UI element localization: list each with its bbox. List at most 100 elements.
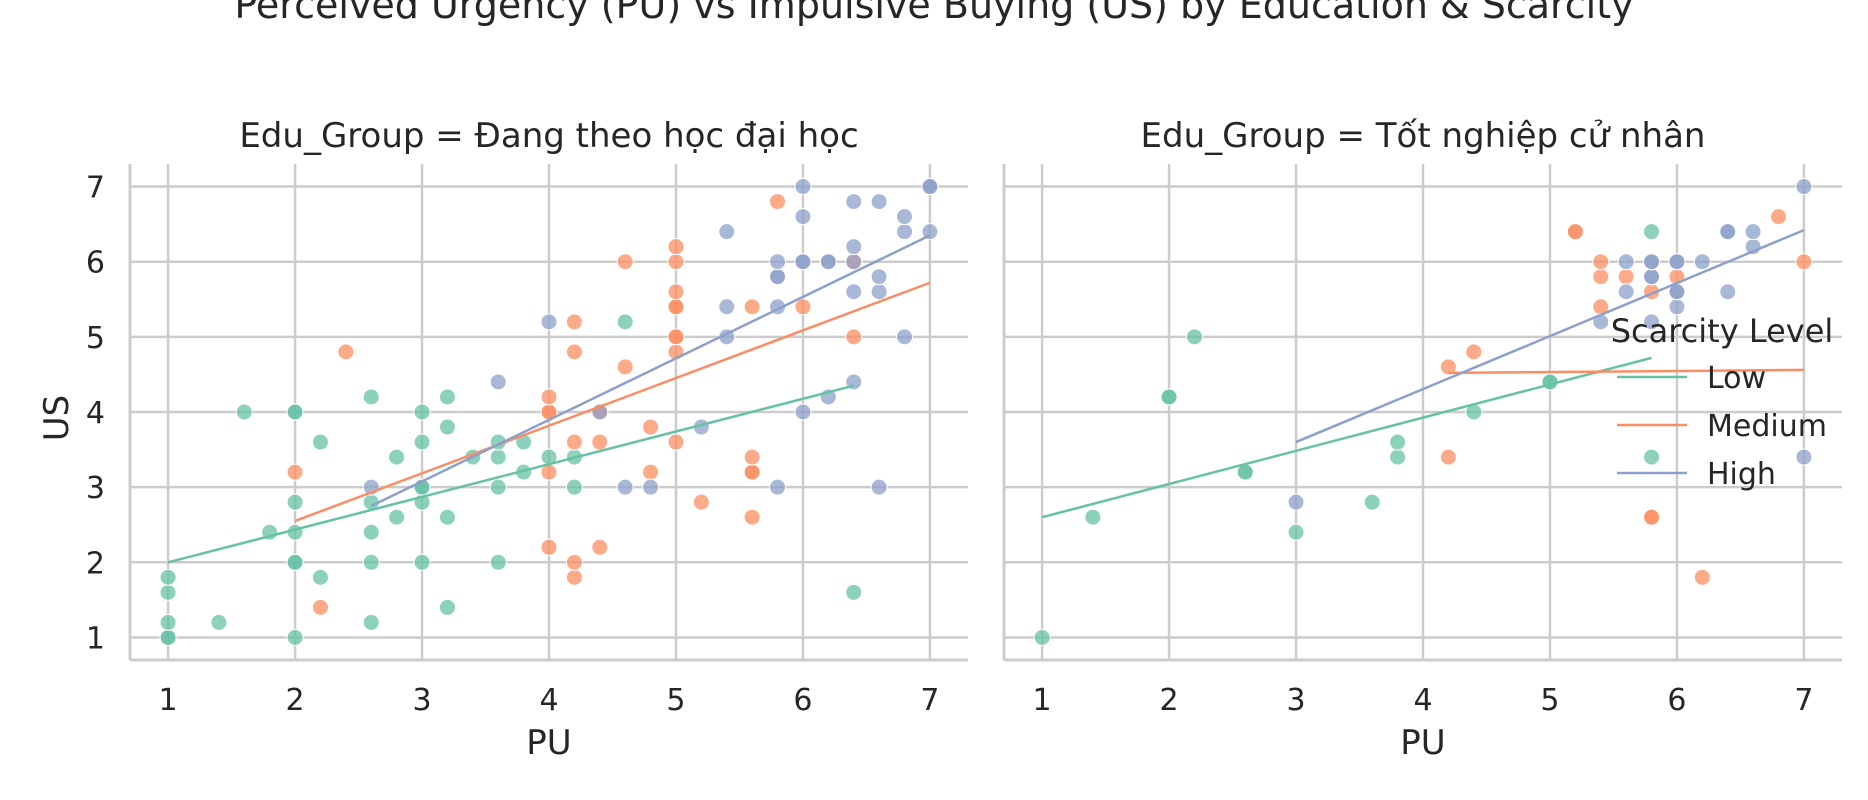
point-high [845,238,863,256]
x-tick-label: 1 [159,683,178,718]
panel-right: Edu_Group = Tốt nghiệp cử nhân 1 2 3 4 5 6 7 P… [1002,116,1842,763]
point-high [1617,283,1635,301]
legend-label-high: High [1707,457,1776,492]
point-low [1389,448,1407,466]
point-high [616,478,634,496]
trend-line-medium [1448,368,1804,375]
point-medium [1566,223,1584,241]
x-tick-label: 5 [666,683,685,718]
point-high [1744,223,1762,241]
point-low [413,553,431,571]
point-low [1643,448,1661,466]
point-medium [540,538,558,556]
x-tick-label: 6 [793,683,812,718]
point-medium [1465,343,1483,361]
point-low [438,418,456,436]
point-low [1185,328,1203,346]
point-medium [667,283,685,301]
point-medium [1693,568,1711,586]
point-medium [565,433,583,451]
panel-title: Edu_Group = Tốt nghiệp cử nhân [1141,116,1706,156]
point-medium [591,538,609,556]
point-medium [1592,268,1610,286]
point-medium [311,598,329,616]
point-low [413,403,431,421]
point-medium [286,463,304,481]
point-low [1389,433,1407,451]
point-medium [616,253,634,271]
point-medium [1643,508,1661,526]
point-high [769,268,787,286]
point-low [1363,493,1381,511]
point-low [286,553,304,571]
point-low [1287,523,1305,541]
point-low [311,433,329,451]
x-tick-label: 5 [1540,683,1559,718]
point-low [388,448,406,466]
point-medium [692,493,710,511]
point-low [489,448,507,466]
point-high [769,253,787,271]
point-low [286,403,304,421]
point-high [870,193,888,211]
legend: Scarcity Level Low Medium High [1611,312,1834,492]
point-medium [565,313,583,331]
point-medium [1439,448,1457,466]
y-axis-label: US [37,395,77,441]
point-medium [1795,253,1813,271]
y-tick-label: 2 [86,546,105,581]
point-high [794,178,812,196]
point-low [311,568,329,586]
point-medium [743,298,761,316]
point-high [896,223,914,241]
point-high [489,373,507,391]
point-high [1719,283,1737,301]
point-medium [565,343,583,361]
x-tick-label: 7 [1794,683,1813,718]
legend-label-medium: Medium [1707,409,1827,444]
point-high [1719,223,1737,241]
point-high [870,283,888,301]
scatter-points [1033,178,1813,646]
point-low [388,508,406,526]
point-high [1287,493,1305,511]
panel-left: Edu_Group = Đang theo học đại học 1 2 3 4 5 6… [37,116,968,763]
y-tick-label: 6 [86,246,105,281]
point-low [438,388,456,406]
point-medium [743,448,761,466]
point-medium [616,358,634,376]
point-low [1643,223,1661,241]
point-medium [667,238,685,256]
point-high [540,313,558,331]
point-high [794,208,812,226]
regression-lines [1041,228,1805,519]
point-high [794,253,812,271]
x-tick-label: 2 [1160,683,1179,718]
point-medium [642,418,660,436]
point-high [845,283,863,301]
point-low [286,493,304,511]
legend-title: Scarcity Level [1611,312,1834,350]
trend-line-high [1295,228,1805,444]
point-low [286,628,304,646]
point-low [489,553,507,571]
point-low [438,508,456,526]
point-medium [667,433,685,451]
point-high [845,193,863,211]
x-tick-label: 4 [539,683,558,718]
point-medium [337,343,355,361]
point-high [870,268,888,286]
x-tick-label: 1 [1033,683,1052,718]
point-high [1643,253,1661,271]
point-low [489,478,507,496]
point-low [362,613,380,631]
point-high [794,403,812,421]
point-low [362,553,380,571]
point-low [616,313,634,331]
y-tick-label: 5 [86,321,105,356]
x-tick-label: 4 [1413,683,1432,718]
panel-title: Edu_Group = Đang theo học đại học [239,116,858,156]
point-medium [591,433,609,451]
x-tick-label: 2 [286,683,305,718]
